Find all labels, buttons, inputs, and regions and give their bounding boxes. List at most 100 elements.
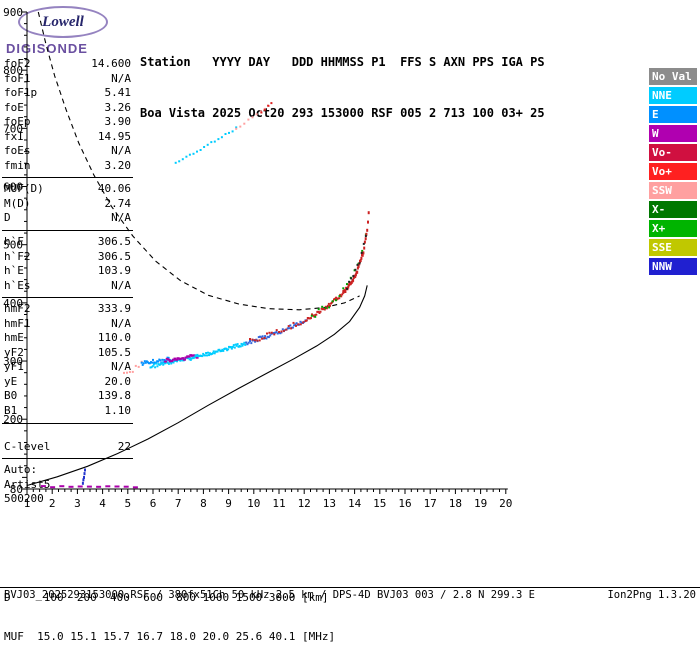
y-tick-label: 900 [3, 6, 23, 19]
autoscaler-line: 500200 [4, 492, 44, 506]
parameter-value: 14.95 [97, 129, 131, 143]
parameter-row-ye: yE 20.0 [2, 375, 133, 390]
parameter-value: 5.41 [104, 86, 132, 100]
y-tick-label: 80 [10, 483, 23, 496]
status-bar: BVJ03_2025293153000.RSF / 380fx51Ch 50 k… [0, 587, 700, 602]
header-column-titles: Station YYYY DAY DDD HHMMSS P1 FFS S AXN… [140, 55, 545, 69]
parameter-row-foes: foEs N/A [2, 144, 133, 159]
parameter-group: h`F 306.5 h`F2 306.5 h`E 103.9 h`Es N/A [2, 235, 133, 299]
x-tick-label: 8 [200, 497, 207, 510]
parameter-label: foEp [4, 115, 31, 129]
parameter-group: foF2 14.600 foF1 N/A foF1p 5.41 foE 3.26 foEp 3.9… [2, 57, 133, 179]
parameter-value: 14.600 [91, 57, 131, 70]
parameter-row-fmin: fmin 3.20 [2, 159, 133, 174]
parameter-label: hmE [4, 331, 24, 345]
es-layer-trace [40, 485, 138, 489]
parameter-value: 103.9 [97, 264, 131, 278]
legend-item-x: X+ [649, 220, 697, 237]
x-tick-label: 12 [298, 497, 311, 510]
y-tick-label: 500 [3, 239, 23, 252]
parameter-value: N/A [111, 278, 131, 292]
parameter-row-foep: foEp 3.90 [2, 115, 133, 130]
parameter-label: yE [4, 374, 18, 388]
parameter-label: hmF1 [4, 316, 31, 330]
parameter-row-h-es: h`Es N/A [2, 279, 133, 294]
parameter-label: yF2 [4, 345, 24, 359]
autoscaler-line: Auto: [4, 463, 38, 477]
parameter-row-h-f2: h`F2 306.5 [2, 250, 133, 265]
x-tick-label: 3 [74, 497, 81, 510]
profile-curve [26, 285, 368, 487]
x-tick-label: 14 [348, 497, 362, 510]
x-tick-label: 10 [247, 497, 260, 510]
x-tick-label: 17 [424, 497, 437, 510]
parameter-label: foF2 [4, 57, 31, 70]
parameter-value: 110.0 [97, 331, 131, 345]
status-program-version: Ion2Png 1.3.20 [607, 589, 696, 601]
legend-item-w: W [649, 125, 697, 142]
parameter-row-muf-d: MUF(D) 40.06 [2, 182, 133, 197]
f-trace-green-sparkle [310, 233, 367, 318]
parameter-value: 3.20 [104, 158, 132, 172]
parameter-row-hmf1: hmF1 N/A [2, 317, 133, 332]
muf-row: MUF 15.0 15.1 15.7 16.7 18.0 20.0 25.6 4… [4, 630, 336, 643]
x-tick-label: 19 [474, 497, 487, 510]
parameter-label: MUF(D) [4, 182, 44, 196]
x-tick-label: 16 [398, 497, 411, 510]
header-column-values: Boa Vista 2025 Oct20 293 153000 RSF 005 … [140, 106, 545, 120]
parameter-label: h`E [4, 264, 24, 278]
y-tick-label: 400 [3, 297, 23, 310]
f-trace-cyan-main [189, 341, 248, 360]
parameter-label: hmF2 [4, 302, 31, 316]
parameter-label: foF1 [4, 71, 31, 85]
f-trace-mixed-red [249, 317, 309, 342]
parameter-row-fof1p: foF1p 5.41 [2, 86, 133, 101]
parameter-value: 3.26 [104, 100, 132, 114]
x-tick-label: 20 [499, 497, 512, 510]
parameter-value: 1.10 [104, 404, 132, 418]
second-hop-red-tip [260, 102, 273, 114]
parameter-value: N/A [111, 211, 131, 225]
x-tick-label: 5 [124, 497, 131, 510]
second-hop-cyan [174, 126, 238, 164]
lowell-digisonde-logo: Lowell DIGISONDE [6, 6, 132, 56]
f-trace-magenta-cluster [164, 354, 199, 363]
ionogram-plot: 900 800 700 600 500 400 300 200 80 1 2 3 4 5 6 7 8 9 10 11 1… [3, 6, 512, 510]
parameter-value: 306.5 [97, 235, 131, 249]
parameter-panel: foF2 14.600 foF1 N/A foF1p 5.41 foE 3.26 foEp 3.9… [2, 57, 133, 507]
x-tick-label: 11 [272, 497, 285, 510]
f-trace-cusp-dark [346, 235, 367, 290]
x-tick-label: 7 [175, 497, 182, 510]
x-tick-label: 1 [24, 497, 31, 510]
y-tick-label: 300 [3, 355, 23, 368]
parameter-group: hmF2 333.9 hmF1 N/A hmE 110.0 yF2 105.5 yF1 N/A yE… [2, 302, 133, 424]
parameter-row-foe: foE 3.26 [2, 101, 133, 116]
parameter-label: yF1 [4, 360, 24, 374]
parameter-value: 40.06 [97, 182, 131, 196]
f-trace-cusp [342, 211, 370, 294]
f-trace-mixed-blue [245, 319, 308, 346]
parameter-label: h`F2 [4, 249, 31, 263]
parameter-label: fmin [4, 158, 31, 172]
x-tick-label: 2 [49, 497, 56, 510]
x-tick-label: 9 [225, 497, 232, 510]
parameter-label: D [4, 211, 11, 225]
parameter-value: N/A [111, 71, 131, 85]
legend-item-nne: NNE [649, 87, 697, 104]
parameter-row-h-e: h`E 103.9 [2, 264, 133, 279]
logo-ellipse: Lowell [18, 6, 108, 38]
x-tick-label: 6 [150, 497, 157, 510]
parameter-row-b0: B0 139.8 [2, 389, 133, 404]
parameter-label: M(D) [4, 196, 31, 210]
autoscaler-info: Auto: Artist5 500200 [2, 463, 133, 507]
axes [22, 11, 508, 495]
parameter-row-yf1: yF1 N/A [2, 360, 133, 375]
parameter-value: 139.8 [97, 389, 131, 403]
status-file-info: BVJ03_2025293153000.RSF / 380fx51Ch 50 k… [4, 589, 536, 601]
muf-distance-table: D 100 200 400 600 800 1000 1500 3000 [km… [4, 565, 335, 669]
parameter-label: h`Es [4, 278, 31, 292]
legend-item-vo: Vo+ [649, 163, 697, 180]
x-tick-label: 13 [323, 497, 336, 510]
